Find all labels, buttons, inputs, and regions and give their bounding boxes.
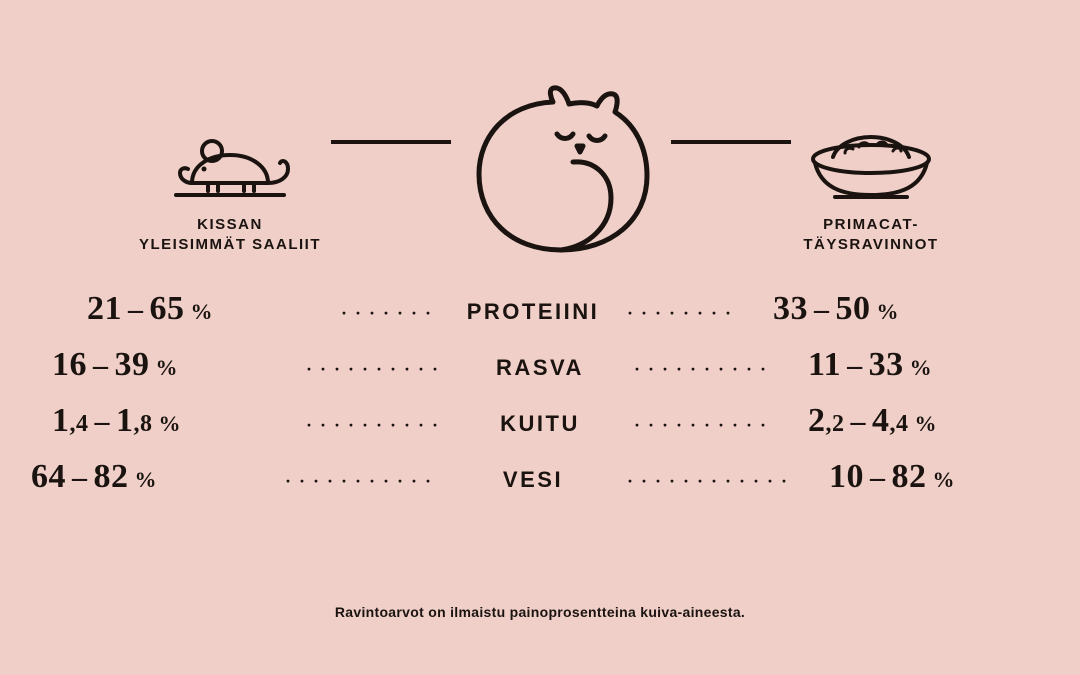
food-label-line2: TÄYSRAVINNOT — [803, 236, 938, 253]
prey-value: 64–82% — [1, 458, 281, 496]
food-value: 2,2–4,4% — [778, 402, 1058, 440]
prey-label-line2: YLEISIMMÄT SAALIIT — [139, 236, 321, 253]
food-column: PRIMACAT- TÄYSRAVINNOT — [801, 85, 941, 256]
food-value: 10–82% — [799, 458, 1079, 496]
prey-value: 1,4–1,8% — [22, 402, 302, 440]
prey-column: KISSAN YLEISIMMÄT SAALIIT — [139, 85, 321, 256]
food-value: 11–33% — [778, 346, 1058, 384]
dots-left: ··········· — [281, 471, 443, 492]
prey-label: KISSAN YLEISIMMÄT SAALIIT — [139, 215, 321, 256]
dots-right: ········ — [623, 303, 743, 324]
dots-left: ······· — [337, 303, 443, 324]
dots-left: ·········· — [302, 359, 450, 380]
nutrient-label: RASVA — [450, 355, 630, 381]
nutrition-table: 21–65%·······PROTEIINI········33–50% 16–3… — [0, 290, 1080, 496]
connector-right — [671, 140, 791, 144]
nutrient-label: KUITU — [450, 411, 630, 437]
prey-value: 16–39% — [22, 346, 302, 384]
connector-left — [331, 140, 451, 144]
nutrient-label: PROTEIINI — [443, 299, 623, 325]
dots-left: ·········· — [302, 415, 450, 436]
dots-right: ············ — [623, 471, 799, 492]
nutrient-label: VESI — [443, 467, 623, 493]
cat-icon — [461, 90, 661, 250]
dots-right: ·········· — [630, 359, 778, 380]
dots-right: ·········· — [630, 415, 778, 436]
nutrition-row: 16–39%··········RASVA··········11–33% — [0, 346, 1080, 384]
food-label: PRIMACAT- TÄYSRAVINNOT — [803, 215, 938, 256]
cat-column — [461, 90, 661, 250]
header-row: KISSAN YLEISIMMÄT SAALIIT — [0, 85, 1080, 256]
prey-value: 21–65% — [57, 290, 337, 328]
nutrition-row: 21–65%·······PROTEIINI········33–50% — [0, 290, 1080, 328]
nutrition-row: 1,4–1,8%··········KUITU··········2,2–4,4… — [0, 402, 1080, 440]
footnote: Ravintoarvot on ilmaistu painoprosenttei… — [0, 604, 1080, 620]
mouse-icon — [170, 85, 290, 205]
food-label-line1: PRIMACAT- — [823, 216, 919, 233]
food-value: 33–50% — [743, 290, 1023, 328]
prey-label-line1: KISSAN — [197, 216, 263, 233]
bowl-icon — [801, 85, 941, 205]
nutrition-row: 64–82%···········VESI············10–82% — [0, 458, 1080, 496]
infographic: KISSAN YLEISIMMÄT SAALIIT — [0, 0, 1080, 675]
